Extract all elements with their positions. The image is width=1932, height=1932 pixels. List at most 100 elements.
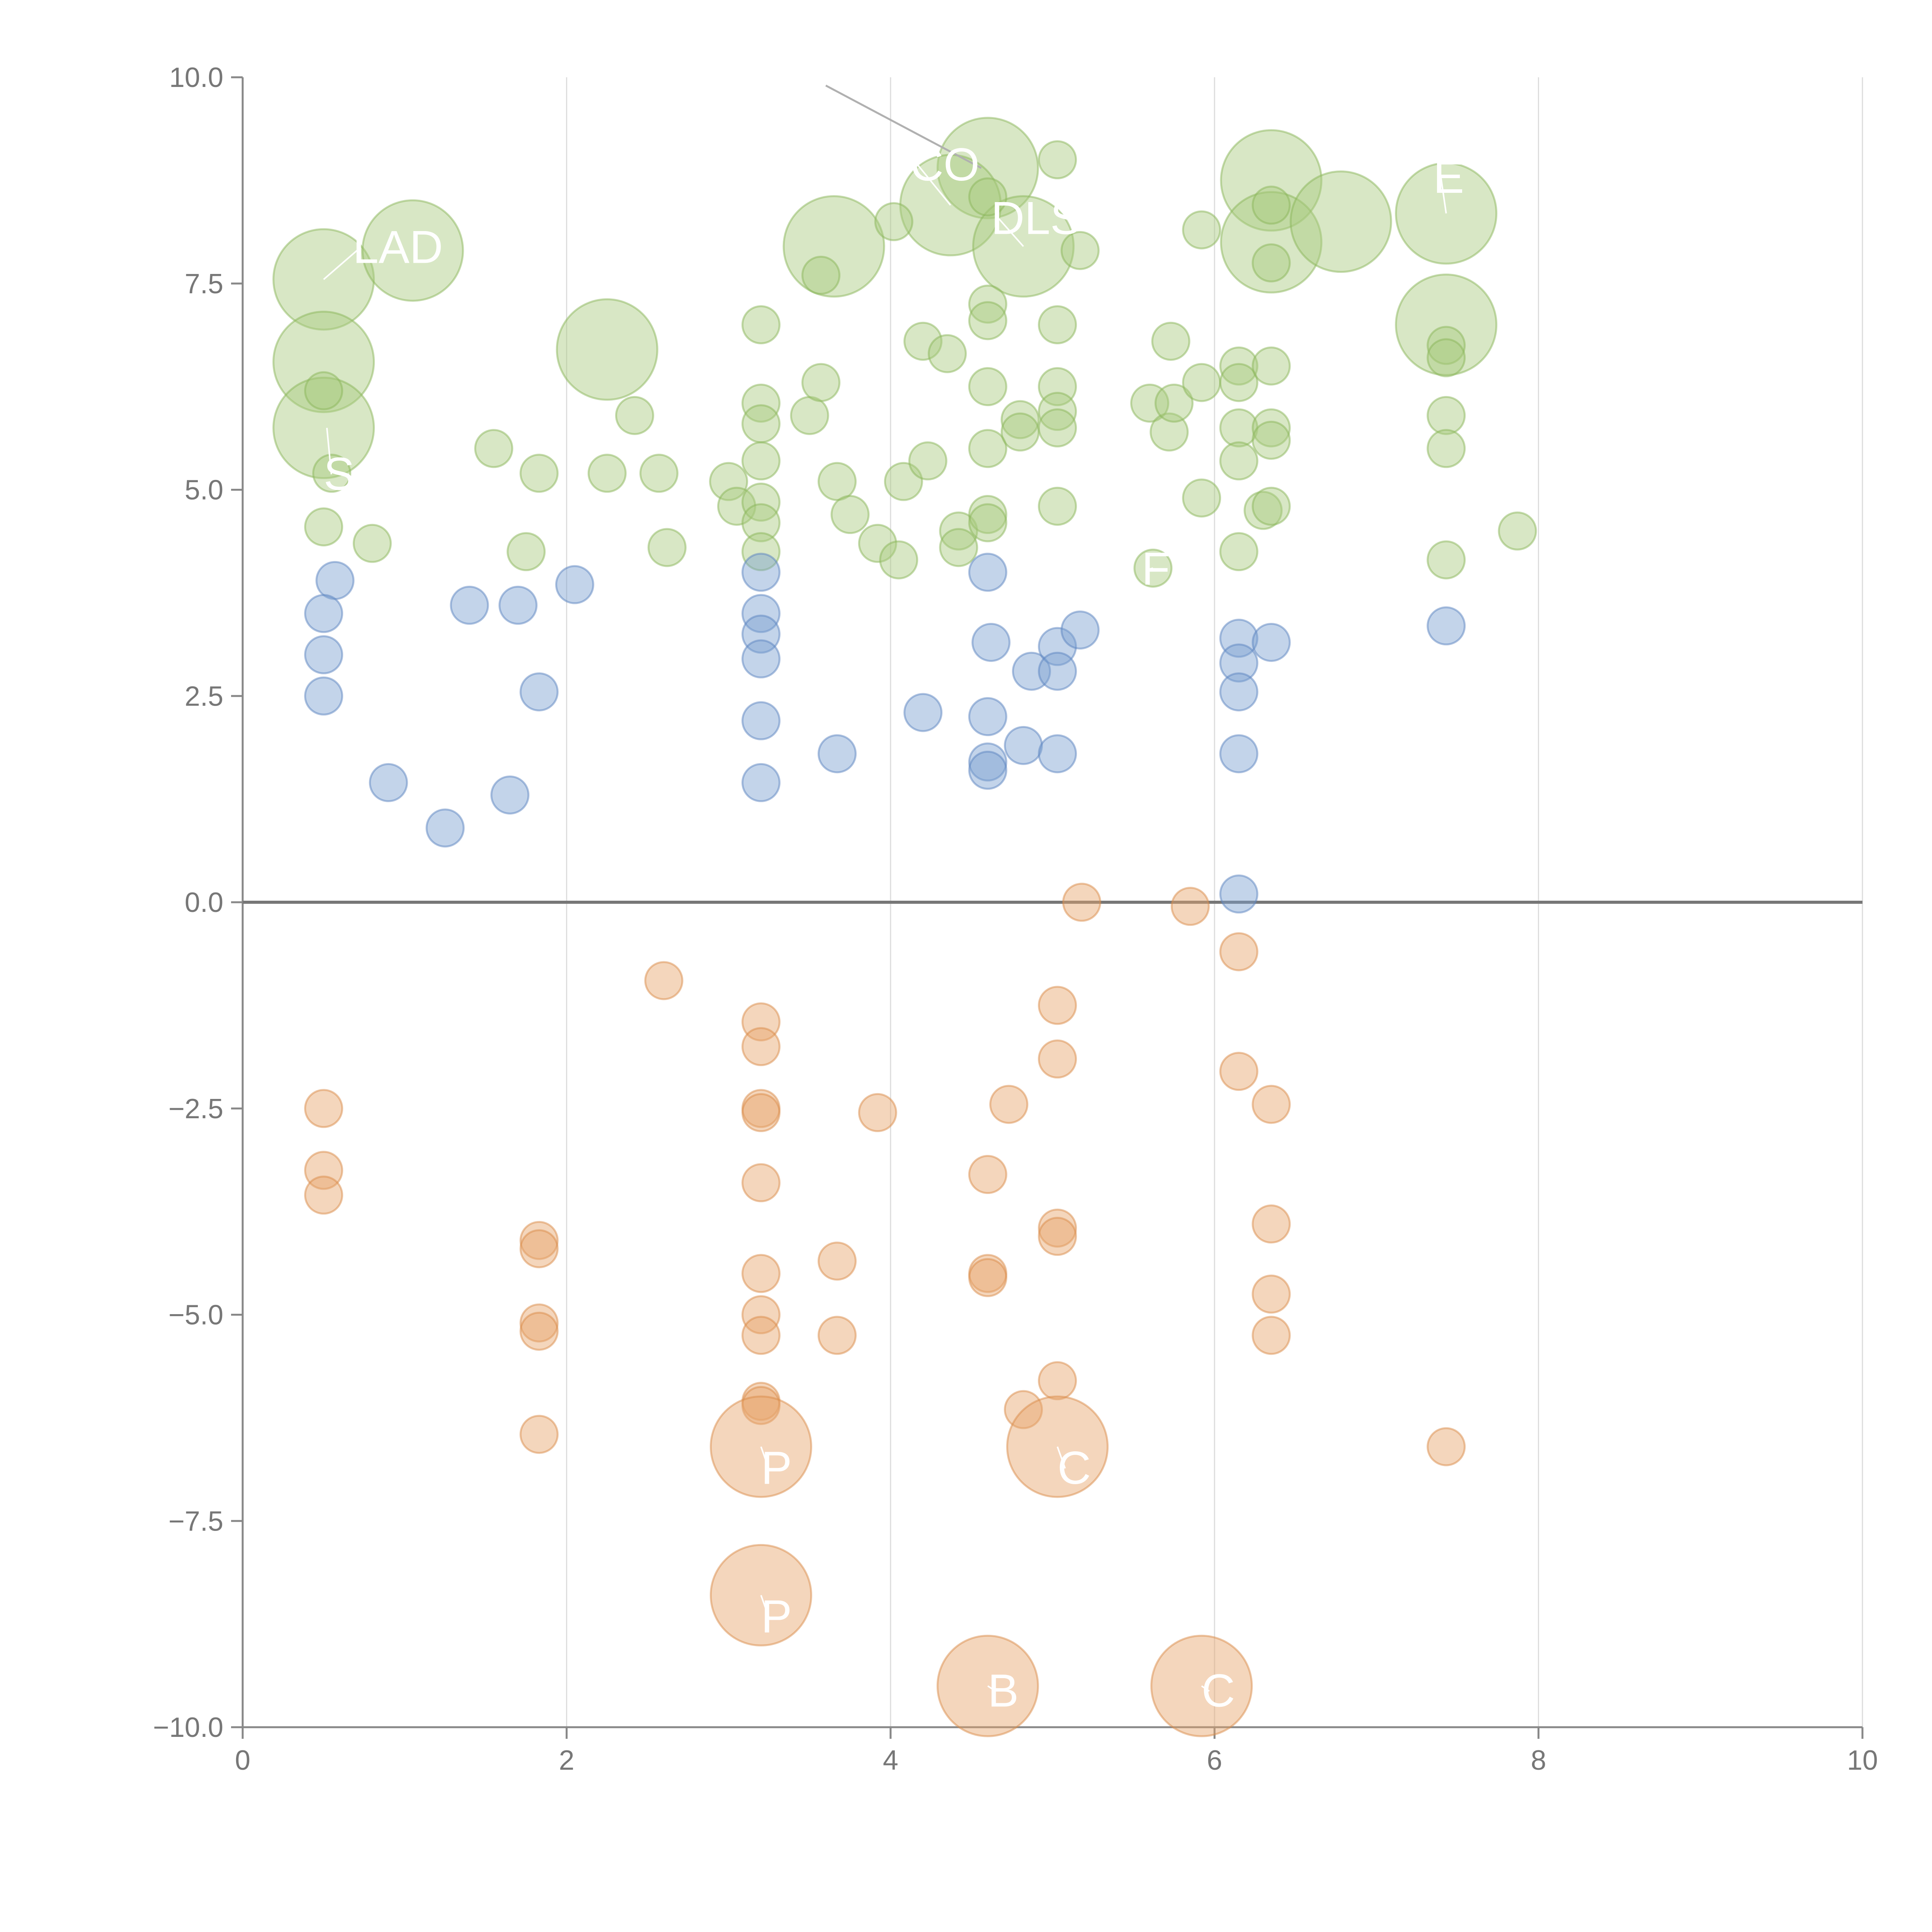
green-bubble — [782, 195, 885, 298]
blue-bubble — [1004, 726, 1043, 765]
green-bubble — [801, 363, 841, 402]
green-bubble — [939, 528, 978, 567]
orange-bubble — [519, 1221, 559, 1260]
green-bubble — [1150, 412, 1189, 452]
green-bubble — [1219, 363, 1259, 402]
blue-bubble — [903, 693, 943, 732]
annotation-label: C — [1202, 1665, 1235, 1717]
green-bubble — [1427, 396, 1466, 435]
orange-bubble — [519, 1311, 559, 1351]
green-bubble — [1219, 441, 1259, 481]
blue-bubble — [741, 553, 781, 592]
green-bubble — [741, 483, 781, 522]
annotation-leader — [987, 1685, 996, 1692]
blue-bubble — [741, 701, 781, 740]
blue-bubble — [1038, 651, 1077, 691]
green-bubble — [1038, 140, 1077, 179]
orange-bubble — [1219, 1052, 1259, 1091]
green-bubble — [1000, 400, 1040, 439]
y-tick-label: −7.5 — [168, 1506, 223, 1537]
green-bubble — [968, 503, 1007, 543]
blue-bubble — [1219, 672, 1259, 712]
orange-bubble — [1252, 1204, 1291, 1244]
x-tick-label: 10 — [1847, 1745, 1878, 1776]
annotation-label: DLS — [991, 192, 1081, 244]
green-bubble — [361, 199, 464, 302]
green-bubble — [304, 371, 344, 410]
blue-bubble — [968, 742, 1007, 782]
blue-bubble — [971, 622, 1011, 662]
blue-bubble — [741, 639, 781, 679]
green-bubble — [741, 532, 781, 571]
annotation-label: P — [761, 1590, 792, 1642]
orange-bubble — [1219, 932, 1259, 971]
green-bubble — [352, 524, 392, 563]
orange-bubble — [1062, 883, 1101, 922]
green-bubble — [519, 454, 559, 493]
green-bubble — [903, 321, 943, 361]
green-bubble — [1427, 429, 1466, 468]
green-bubble — [830, 495, 870, 534]
orange-bubble — [741, 1027, 781, 1066]
green-bubble — [1154, 383, 1194, 423]
green-bubble — [272, 376, 375, 479]
green-bubble — [928, 334, 967, 373]
green-bubble — [1220, 129, 1323, 232]
green-bubble — [1427, 338, 1466, 378]
blue-bubble — [498, 585, 538, 625]
orange-bubble — [741, 1386, 781, 1425]
y-tick-label: 5.0 — [185, 475, 223, 506]
orange-bubble — [741, 1316, 781, 1355]
blue-bubble — [741, 763, 781, 802]
annotation-leader — [1149, 567, 1153, 570]
green-bubble — [615, 396, 654, 435]
green-bubble — [1427, 540, 1466, 580]
orange-bubble — [1170, 887, 1210, 926]
blue-bubble — [741, 594, 781, 633]
orange-bubble — [304, 1089, 344, 1128]
annotation-leader — [1201, 1685, 1210, 1692]
orange-bubble — [1038, 1361, 1077, 1400]
annotation-leader — [1440, 177, 1447, 214]
y-tick-label: 10.0 — [169, 62, 223, 93]
green-bubble — [507, 532, 546, 571]
green-bubble — [874, 202, 913, 242]
green-bubble — [1151, 321, 1190, 361]
blue-bubble — [490, 775, 530, 815]
y-tick-label: −10.0 — [153, 1712, 223, 1743]
orange-bubble — [968, 1155, 1007, 1194]
axes: −10.0 −7.5 −5.0 −2.5 0.0 2.5 5.0 7.5 10.0 0 2 4 6 8 10 — [153, 62, 1878, 1776]
y-tick-label: 2.5 — [185, 681, 223, 712]
green-bubble — [741, 383, 781, 423]
x-tick-label: 8 — [1531, 1745, 1546, 1776]
annotation-label: B — [988, 1665, 1019, 1717]
orange-bubble — [519, 1229, 559, 1269]
y-tick-label: −5.0 — [168, 1300, 223, 1331]
orange-bubble — [858, 1093, 897, 1132]
green-bubble — [1220, 191, 1323, 294]
orange-bubble — [1038, 1208, 1077, 1248]
x-tick-label: 6 — [1207, 1745, 1222, 1776]
green-bubble — [1182, 478, 1221, 518]
blue-bubble — [817, 734, 857, 774]
orange-bubble — [1427, 1427, 1466, 1466]
orange-bubble — [304, 1175, 344, 1215]
green-bubble — [1252, 486, 1291, 526]
blue-bubble — [304, 635, 344, 674]
annotation-label: F — [1142, 543, 1170, 595]
orange-bubble — [741, 1093, 781, 1132]
orange-bubble — [1252, 1274, 1291, 1314]
annotation-leader — [917, 164, 951, 206]
green-bubble — [1038, 408, 1077, 447]
green-bubble — [968, 429, 1007, 468]
annotation-label: E — [1433, 151, 1464, 203]
y-tick-label: 7.5 — [185, 269, 223, 299]
y-tick-label: −2.5 — [168, 1094, 223, 1124]
green-bubble — [1219, 346, 1259, 386]
green-bubble — [968, 177, 1007, 217]
blue-bubble — [425, 808, 465, 848]
orange-bubble — [989, 1085, 1029, 1124]
green-bubble — [1252, 420, 1291, 460]
green-bubble — [1395, 274, 1498, 376]
green-bubble — [968, 284, 1007, 324]
